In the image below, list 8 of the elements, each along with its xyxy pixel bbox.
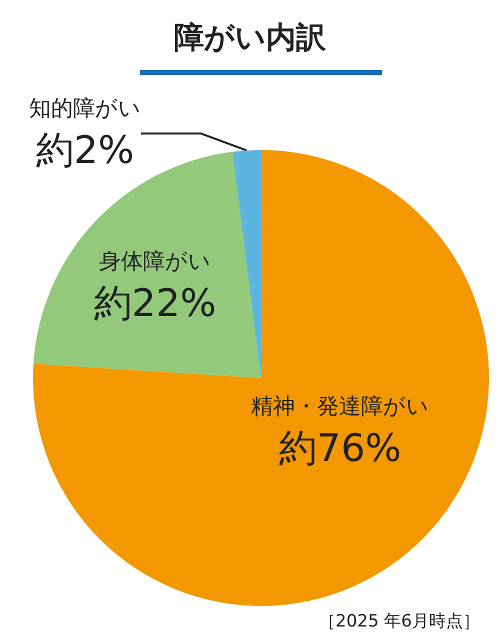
chart-title: 障がい内訳 <box>174 20 327 56</box>
slice-label: 身体障がい <box>99 250 211 274</box>
slice-label: 精神・発達障がい <box>251 394 429 420</box>
text: ［2025 年6月時点］ <box>318 612 480 632</box>
data-label: 約76% <box>278 426 402 470</box>
data-label: 約2% <box>36 128 134 172</box>
data-label: 約22% <box>94 281 216 325</box>
slice-label: 知的障がい <box>29 96 141 122</box>
